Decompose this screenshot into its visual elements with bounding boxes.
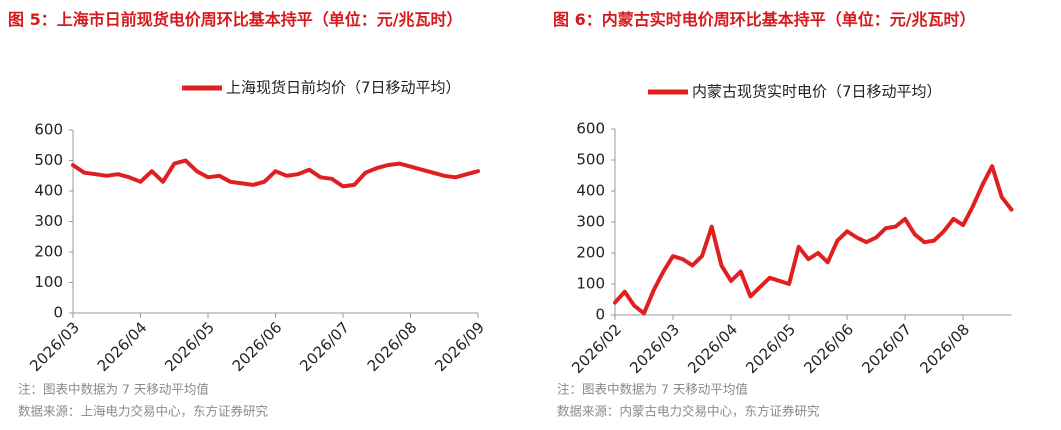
y-tick-label: 300: [34, 212, 63, 230]
x-tick-label: 2026/06: [229, 318, 286, 375]
y-tick-label: 100: [576, 275, 605, 293]
y-tick-label: 500: [34, 151, 63, 169]
y-tick-label: 0: [53, 304, 63, 322]
y-tick-label: 200: [576, 244, 605, 262]
x-tick-label: 2026/04: [684, 320, 741, 377]
note: 注：图表中数据为 7 天移动平均值: [18, 382, 209, 397]
source: 数据来源：上海电力交易中心，东方证券研究: [18, 404, 269, 419]
y-tick-label: 100: [34, 273, 63, 291]
series-line: [613, 164, 1014, 316]
note: 注：图表中数据为 7 天移动平均值: [557, 382, 748, 397]
y-tick-label: 200: [34, 243, 63, 261]
x-tick-label: 2026/07: [296, 318, 353, 375]
y-tick-label: 600: [34, 121, 63, 139]
x-tick-label: 2026/08: [916, 320, 973, 377]
x-tick-label: 2026/03: [626, 320, 683, 377]
chart-title: 图 5：上海市日前现货电价周环比基本持平（单位：元/兆瓦时）: [8, 10, 463, 29]
x-tick-label: 2026/04: [94, 318, 151, 375]
series-line: [71, 158, 480, 189]
y-tick-label: 600: [576, 120, 605, 138]
y-tick-label: 0: [595, 306, 605, 324]
x-tick-label: 2026/05: [742, 320, 799, 377]
x-tick-label: 2026/08: [364, 318, 421, 375]
y-tick-label: 500: [576, 151, 605, 169]
x-tick-label: 2026/05: [161, 318, 218, 375]
x-tick-label: 2026/03: [26, 318, 83, 375]
y-tick-label: 400: [576, 182, 605, 200]
legend-label: 内蒙古现货实时电价（7日移动平均）: [692, 83, 942, 101]
legend-label: 上海现货日前均价（7日移动平均）: [226, 79, 461, 97]
y-tick-label: 300: [576, 213, 605, 231]
y-tick-label: 400: [34, 182, 63, 200]
x-tick-label: 2026/06: [800, 320, 857, 377]
x-tick-label: 2026/09: [431, 318, 488, 375]
source: 数据来源：内蒙古电力交易中心，东方证券研究: [557, 404, 820, 419]
x-tick-label: 2026/02: [568, 320, 625, 377]
x-tick-label: 2026/07: [858, 320, 915, 377]
chart-title: 图 6：内蒙古实时电价周环比基本持平（单位：元/兆瓦时）: [553, 10, 976, 29]
